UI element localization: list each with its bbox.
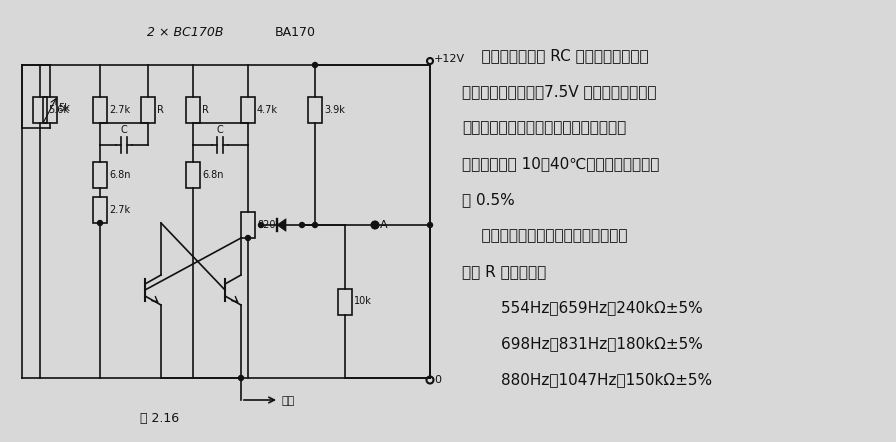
Text: 2.7k: 2.7k [109,105,130,115]
Text: 一个倍频程的十二个振荡器所选择的: 一个倍频程的十二个振荡器所选择的 [462,228,627,243]
Bar [141,97,155,123]
Text: C: C [217,125,223,135]
Text: 10k: 10k [354,297,372,306]
Text: C: C [121,125,127,135]
Bar [241,212,255,238]
Circle shape [373,222,377,228]
Bar [93,197,107,223]
Text: 6.8n: 6.8n [109,170,131,180]
Circle shape [246,236,251,240]
Text: 用金属化聚碳酸酯薄膜电容可以保证在温: 用金属化聚碳酸酯薄膜电容可以保证在温 [462,120,626,135]
Circle shape [427,222,433,228]
Circle shape [313,222,317,228]
Circle shape [259,222,263,228]
Bar [93,97,107,123]
Text: 电阵 R 数値分别为: 电阵 R 数値分别为 [462,264,547,279]
Text: 4.7k: 4.7k [257,105,278,115]
Text: 5k: 5k [58,103,70,113]
Bar [186,97,200,123]
Circle shape [313,62,317,68]
Bar [308,97,322,123]
Text: 度变化范围为 10～40℃情况下频率偏差小: 度变化范围为 10～40℃情况下频率偏差小 [462,156,659,171]
Bar [33,97,47,123]
Circle shape [98,221,102,225]
Text: 5.6k: 5.6k [48,105,69,115]
Text: 输出: 输出 [281,396,294,406]
Text: 于 0.5%: 于 0.5% [462,192,514,207]
Text: R: R [157,105,164,115]
Bar [338,289,352,315]
Text: A: A [380,220,388,230]
Text: 电路中包括两个 RC 电路，其値大小决: 电路中包括两个 RC 电路，其値大小决 [462,48,649,63]
Text: 554Hz～659Hz：240kΩ±5%: 554Hz～659Hz：240kΩ±5% [462,300,702,315]
Text: 2.7k: 2.7k [109,205,130,215]
Text: 880Hz～1047Hz：150kΩ±5%: 880Hz～1047Hz：150kΩ±5% [462,372,712,387]
Text: 698Hz～831Hz：180kΩ±5%: 698Hz～831Hz：180kΩ±5% [462,336,702,351]
Text: 2 × BC170B: 2 × BC170B [147,26,223,38]
Text: 6.8n: 6.8n [202,170,223,180]
Text: 定振荡频率。输出约7.5V 的矩形波电压。采: 定振荡频率。输出约7.5V 的矩形波电压。采 [462,84,657,99]
Bar [241,97,255,123]
Bar [186,162,200,188]
Circle shape [299,222,305,228]
Bar [93,162,107,188]
Text: 820: 820 [257,220,275,230]
Text: +12V: +12V [434,54,465,64]
Polygon shape [277,219,286,231]
Text: 0: 0 [434,375,441,385]
Text: 3.9k: 3.9k [324,105,345,115]
Text: R: R [202,105,209,115]
Text: 图 2.16: 图 2.16 [141,412,179,424]
Bar [43,97,57,123]
Circle shape [238,376,244,381]
Text: BA170: BA170 [274,26,315,38]
